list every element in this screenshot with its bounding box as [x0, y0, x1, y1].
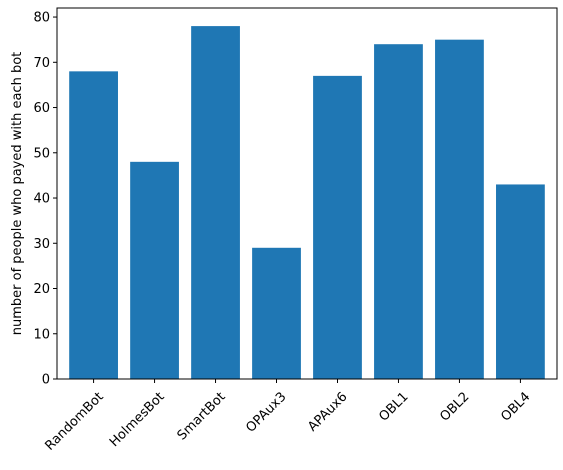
y-axis-label: number of people who payed with each bot — [10, 52, 25, 335]
x-tick-label-apaux6: APAux6 — [305, 389, 350, 434]
y-tick-label: 70 — [33, 56, 50, 71]
plot-frame — [56, 7, 558, 380]
x-tick-label-smartbot: SmartBot — [175, 389, 229, 443]
y-tick-label: 60 — [33, 101, 50, 116]
bar-holmesbot — [130, 161, 179, 379]
y-tick-label: 80 — [33, 11, 50, 26]
x-tick-label-obl1: OBL1 — [376, 389, 411, 424]
x-tick-label-randombot: RandomBot — [42, 389, 106, 453]
bars-group — [69, 26, 545, 380]
y-tick-label: 50 — [33, 146, 50, 161]
x-tick-label-obl4: OBL4 — [498, 389, 533, 424]
bar-smartbot — [191, 26, 240, 379]
y-tick-label: 40 — [33, 192, 50, 207]
y-tick-label: 0 — [42, 373, 50, 388]
bar-obl2 — [435, 39, 484, 380]
y-tick-label: 10 — [33, 327, 50, 342]
bar-obl1 — [374, 44, 423, 379]
x-axis: RandomBot HolmesBot SmartBot OPAux3 APAux6 OB… — [42, 379, 533, 454]
bar-randombot — [69, 71, 118, 379]
y-tick-label: 20 — [33, 282, 50, 297]
bar-opaux3 — [252, 247, 301, 379]
y-axis: 0 10 20 30 40 50 60 70 80 — [33, 11, 57, 388]
x-tick-label-holmesbot: HolmesBot — [107, 389, 168, 450]
x-tick-label-opaux3: OPAux3 — [243, 389, 289, 435]
x-tick-label-obl2: OBL2 — [437, 389, 472, 424]
y-tick-label: 30 — [33, 237, 50, 252]
bar-apaux6 — [313, 75, 362, 380]
bar-obl4 — [496, 184, 545, 379]
